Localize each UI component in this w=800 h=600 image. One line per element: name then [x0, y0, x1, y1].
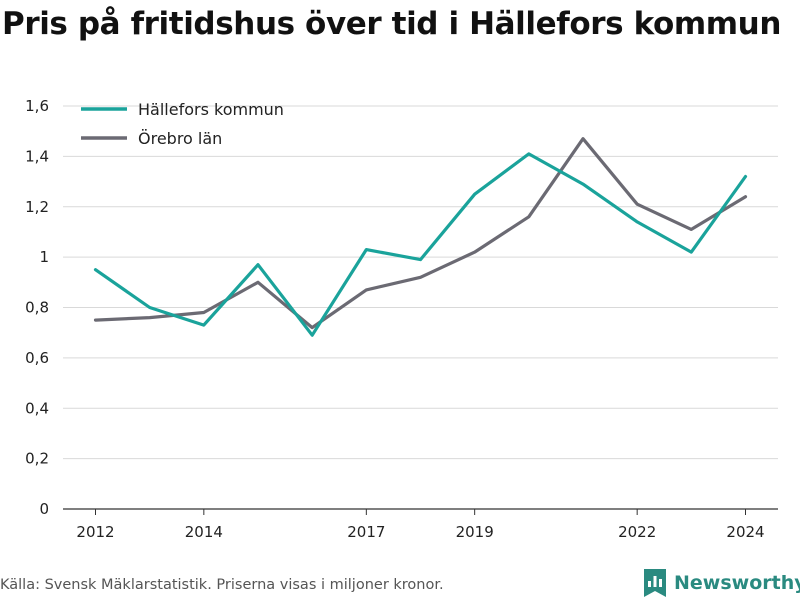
- y-tick-label: 1: [39, 248, 49, 266]
- y-tick-label: 0,6: [25, 349, 49, 367]
- y-tick-label: 1,6: [25, 97, 49, 115]
- bar-chart-bookmark-icon: [644, 569, 666, 597]
- brand-logo[interactable]: Newsworthy: [643, 568, 800, 598]
- x-tick-label: 2014: [185, 523, 223, 541]
- grid-lines: [63, 105, 778, 510]
- x-tick-label: 2019: [456, 523, 494, 541]
- x-tick-label: 2022: [618, 523, 656, 541]
- series-line-1: [93, 137, 748, 330]
- y-tick-label: 0: [39, 500, 49, 518]
- x-tick-label: 2012: [76, 523, 114, 541]
- brand-name: Newsworthy: [674, 572, 800, 594]
- series-lines: [93, 137, 748, 337]
- x-tick-label: 2024: [726, 523, 764, 541]
- source-note: Källa: Svensk Mäklarstatistik. Priserna …: [0, 577, 444, 593]
- legend: Hällefors kommun Örebro län: [81, 100, 284, 148]
- legend-label: Hällefors kommun: [138, 100, 284, 119]
- chart-title: Pris på fritidshus över tid i Hällefors …: [2, 6, 781, 42]
- series-line-0: [93, 152, 748, 337]
- y-tick-label: 0,8: [25, 299, 49, 317]
- y-axis-ticks: 0 0,2 0,4 0,6 0,8 1 1,2 1,4 1,6: [25, 97, 49, 518]
- x-tick-label: 2017: [347, 523, 385, 541]
- y-tick-label: 0,4: [25, 399, 49, 417]
- y-tick-label: 1,2: [25, 198, 49, 216]
- legend-label: Örebro län: [138, 129, 222, 148]
- x-axis-ticks: 2012 2014 2017 2019 2022 2024: [76, 509, 765, 541]
- y-tick-label: 1,4: [25, 147, 49, 165]
- y-tick-label: 0,2: [25, 450, 49, 468]
